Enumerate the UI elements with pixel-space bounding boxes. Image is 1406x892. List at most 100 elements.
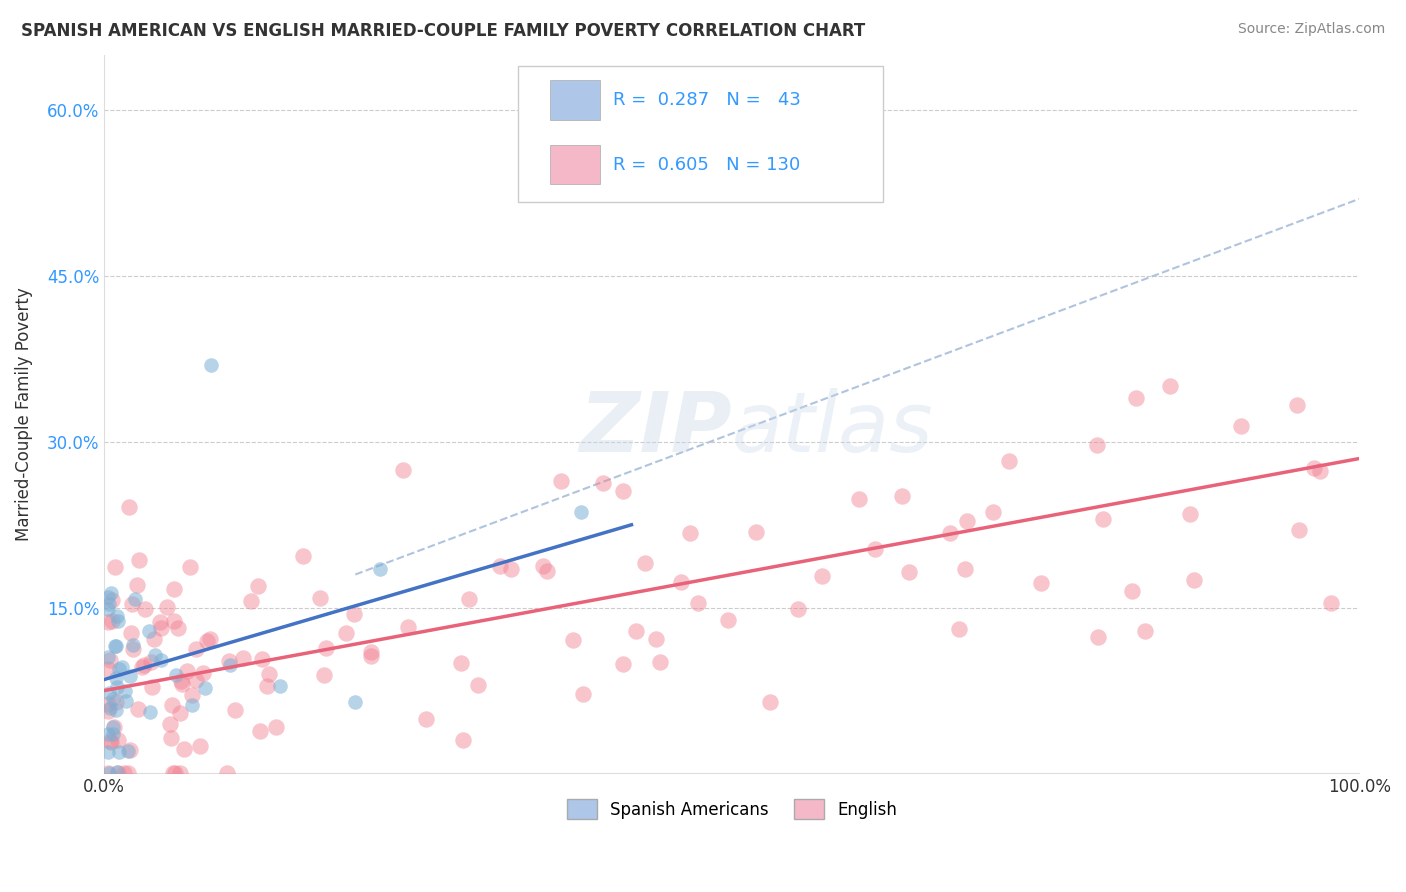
English: [97, 705, 120, 719]
Spanish Americans: [97, 602, 120, 616]
English: [450, 657, 472, 671]
English: [633, 556, 655, 570]
English: [169, 706, 191, 720]
English: [360, 649, 382, 664]
Spanish Americans: [98, 686, 121, 700]
English: [150, 621, 173, 635]
English: [1135, 624, 1157, 639]
Spanish Americans: [138, 706, 160, 720]
English: [97, 662, 120, 676]
Spanish Americans: [269, 679, 291, 693]
English: [1159, 379, 1181, 393]
English: [360, 645, 382, 659]
Spanish Americans: [149, 653, 172, 667]
English: [1182, 573, 1205, 587]
English: [198, 632, 221, 646]
English: [759, 695, 782, 709]
English: [592, 475, 614, 490]
Spanish Americans: [103, 692, 125, 706]
Spanish Americans: [110, 660, 132, 674]
English: [624, 624, 647, 639]
English: [179, 560, 201, 574]
English: [717, 613, 740, 627]
English: [250, 651, 273, 665]
English: [118, 743, 141, 757]
English: [160, 698, 183, 713]
English: [679, 525, 702, 540]
Spanish Americans: [143, 648, 166, 663]
English: [121, 642, 143, 657]
English: [149, 615, 172, 629]
English: [848, 492, 870, 507]
Y-axis label: Married-Couple Family Poverty: Married-Couple Family Poverty: [15, 287, 32, 541]
English: [897, 565, 920, 579]
English: [1178, 507, 1201, 521]
English: [1288, 523, 1310, 537]
Spanish Americans: [97, 650, 120, 665]
English: [1230, 419, 1253, 434]
English: [501, 562, 523, 576]
English: [184, 642, 207, 657]
English: [550, 475, 572, 489]
Spanish Americans: [165, 667, 187, 681]
Spanish Americans: [370, 561, 392, 575]
English: [890, 489, 912, 503]
English: [169, 766, 191, 780]
English: [160, 731, 183, 745]
English: [948, 622, 970, 636]
Spanish Americans: [124, 592, 146, 607]
Spanish Americans: [117, 744, 139, 758]
English: [1285, 398, 1308, 412]
English: [612, 484, 634, 499]
Spanish Americans: [569, 505, 592, 519]
English: [127, 702, 149, 716]
English: [120, 626, 142, 640]
Spanish Americans: [97, 590, 120, 604]
English: [141, 655, 163, 669]
Spanish Americans: [101, 720, 124, 734]
English: [176, 664, 198, 678]
English: [309, 591, 332, 605]
English: [612, 657, 634, 671]
English: [117, 766, 139, 780]
English: [392, 463, 415, 477]
Text: R =  0.287   N =   43: R = 0.287 N = 43: [613, 91, 800, 110]
English: [458, 592, 481, 607]
Spanish Americans: [218, 658, 240, 673]
English: [191, 666, 214, 681]
Spanish Americans: [101, 727, 124, 741]
English: [1308, 464, 1330, 478]
English: [256, 679, 278, 693]
English: [173, 741, 195, 756]
English: [125, 578, 148, 592]
English: [195, 634, 218, 648]
English: [218, 654, 240, 668]
Spanish Americans: [344, 695, 367, 709]
English: [688, 596, 710, 610]
English: [181, 688, 204, 702]
English: [100, 735, 122, 749]
English: [312, 667, 335, 681]
English: [104, 695, 127, 709]
Spanish Americans: [105, 703, 128, 717]
English: [259, 667, 281, 681]
English: [163, 614, 186, 628]
Spanish Americans: [121, 638, 143, 652]
English: [415, 712, 437, 726]
FancyBboxPatch shape: [550, 80, 600, 120]
Spanish Americans: [105, 680, 128, 694]
English: [107, 732, 129, 747]
English: [396, 620, 419, 634]
Spanish Americans: [105, 671, 128, 685]
English: [97, 615, 120, 629]
English: [531, 559, 554, 574]
English: [217, 766, 239, 780]
English: [167, 621, 190, 635]
English: [142, 632, 165, 646]
English: [1085, 438, 1108, 452]
English: [811, 569, 834, 583]
Spanish Americans: [108, 745, 131, 759]
Spanish Americans: [200, 358, 222, 372]
English: [489, 558, 512, 573]
English: [981, 505, 1004, 519]
